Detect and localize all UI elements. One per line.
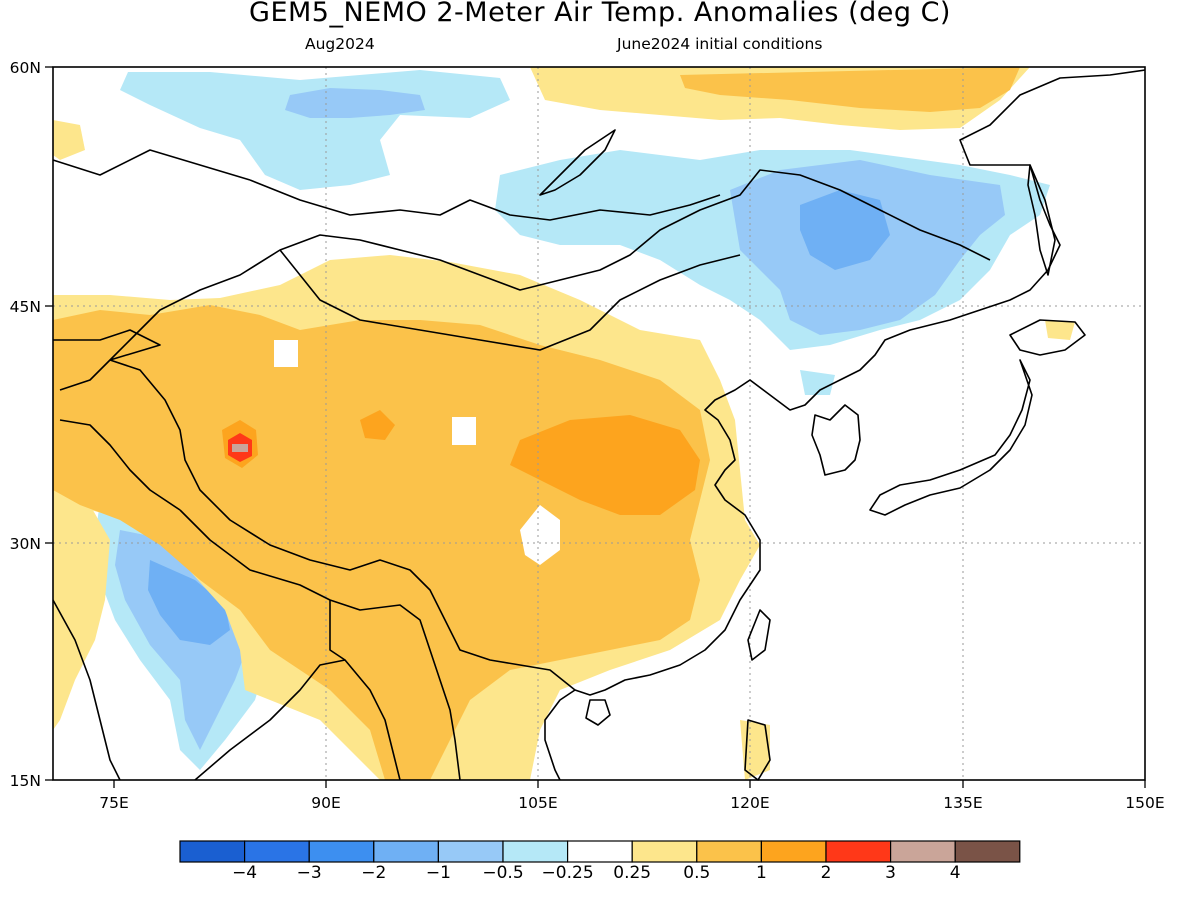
colorbar-swatch-9 — [760, 840, 827, 863]
anomaly-region-hokkaido-warm — [1045, 320, 1075, 340]
anomaly-region-tibet-warm-core — [53, 305, 710, 780]
lat-label-30N: 30N — [10, 535, 41, 553]
anomaly-region-kunlun-max — [232, 444, 248, 452]
anomaly-region-westasia-warm — [53, 500, 110, 730]
lon-label-150E: 150E — [1125, 794, 1164, 812]
plot-frame — [52, 66, 1146, 781]
colorbar-swatch-3 — [373, 840, 439, 863]
lat-label-15N: 15N — [10, 772, 41, 790]
lat-label-60N: 60N — [10, 59, 41, 77]
anomaly-region-north-cool — [120, 70, 510, 190]
anomaly-region-neutral-3 — [274, 340, 298, 367]
coastline-japan-honshu — [869, 359, 1033, 516]
coastline-sakhalin — [1027, 164, 1056, 276]
coastline-lake-baikal — [539, 129, 616, 196]
anomaly-region-korea-cool — [800, 370, 835, 395]
lon-label-105E: 105E — [518, 794, 557, 812]
map-title: GEM5_NEMO 2-Meter Air Temp. Anomalies (d… — [249, 0, 951, 28]
anomaly-region-siberia-warm-core — [680, 67, 1020, 112]
border-himalaya — [179, 509, 461, 781]
colorbar-label-0: −4 — [232, 863, 258, 883]
anomaly-region-india-cool-peak — [148, 560, 230, 645]
lon-label-90E: 90E — [311, 794, 341, 812]
anomaly-region-north-cool-core — [285, 88, 425, 118]
colorbar-swatch-8 — [696, 840, 762, 863]
colorbar-label-11: 4 — [949, 863, 961, 883]
colorbar-label-9: 2 — [820, 863, 832, 883]
colorbar-swatch-11 — [889, 840, 956, 863]
anomaly-region-manchuria-cool-peak — [800, 190, 890, 270]
colorbar-swatch-10 — [825, 840, 892, 863]
colorbar-label-4: −0.5 — [482, 863, 524, 883]
lon-label-75E: 75E — [99, 794, 129, 812]
coastline-luzon — [744, 719, 771, 781]
coastline-korea — [811, 404, 861, 476]
colorbar — [179, 840, 1021, 863]
anomaly-region-westasia-warm-2 — [53, 120, 85, 160]
anomaly-shading — [53, 67, 1075, 780]
graticule — [53, 67, 1145, 780]
lat-label-45N: 45N — [10, 298, 41, 316]
colorbar-swatch-1 — [244, 840, 310, 863]
initial-conditions: June2024 initial conditions — [617, 35, 823, 53]
colorbar-label-1: −3 — [296, 863, 322, 883]
coastline-hainan — [585, 699, 611, 726]
anomaly-region-neutral-2 — [452, 417, 476, 445]
colorbar-swatch-6 — [566, 840, 633, 863]
lon-label-120E: 120E — [730, 794, 769, 812]
colorbar-swatch-4 — [437, 840, 504, 863]
colorbar-swatch-12 — [954, 840, 1021, 863]
anomaly-region-tibet-warm-peak — [360, 410, 395, 440]
colorbar-label-8: 1 — [755, 863, 767, 883]
border-china — [109, 169, 991, 691]
coastline-taiwan — [747, 609, 771, 661]
colorbar-label-7: 0.5 — [683, 863, 711, 883]
colorbar-swatch-7 — [631, 840, 698, 863]
colorbar-label-10: 3 — [885, 863, 897, 883]
anomaly-region-loess-warm-peak — [510, 415, 700, 515]
colorbar-label-6: 0.25 — [613, 863, 652, 883]
colorbar-swatch-5 — [502, 840, 569, 863]
colorbar-label-3: −1 — [425, 863, 451, 883]
border-mongolia — [249, 179, 741, 351]
colorbar-label-5: −0.25 — [541, 863, 594, 883]
border-central-asia — [52, 149, 251, 511]
coastline-east-asia — [544, 69, 1146, 781]
coastline-india — [52, 599, 401, 781]
coastlines — [52, 69, 1146, 781]
coastline-hokkaido — [1009, 319, 1086, 356]
colorbar-swatch-2 — [308, 840, 375, 863]
axis-ticks — [45, 66, 1146, 788]
colorbar-label-2: −2 — [361, 863, 387, 883]
lon-label-135E: 135E — [943, 794, 982, 812]
anomaly-region-neutral-1 — [520, 505, 560, 565]
colorbar-swatch-0 — [179, 840, 246, 863]
forecast-month: Aug2024 — [305, 35, 375, 53]
